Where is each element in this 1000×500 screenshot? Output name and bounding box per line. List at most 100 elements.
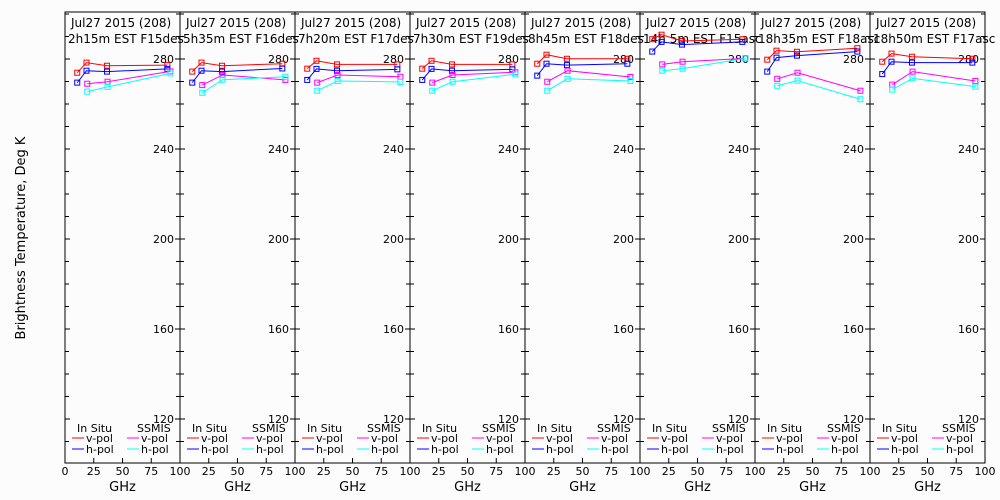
data-point-ssmis-h (794, 77, 801, 84)
data-point-ssmis-v (429, 79, 436, 86)
legend-label: h-pol (86, 443, 114, 456)
panel-title-time: 18h50m EST F17asc (873, 32, 995, 46)
legend-label: h-pol (601, 443, 629, 456)
x-tick-label: 0 (62, 465, 69, 478)
legend-group-ssmis: SSMIS (252, 422, 286, 435)
data-point-insitu-v (304, 65, 311, 72)
legend-label: h-pol (316, 443, 344, 456)
data-point-insitu-v (419, 65, 426, 72)
panel-title-date: Jul27 2015 (208) (645, 16, 746, 30)
data-point-ssmis-h (774, 82, 781, 89)
legend-label: h-pol (546, 443, 574, 456)
data-point-ssmis-h (679, 65, 686, 72)
x-tick-label: 25 (777, 465, 791, 478)
data-point-insitu-h (419, 76, 426, 83)
data-point-insitu-v (543, 51, 550, 58)
x-axis-label: GHz (799, 480, 826, 495)
series-line-ssmis-v (547, 70, 631, 83)
legend-label: v-pol (201, 432, 228, 445)
data-point-ssmis-v (564, 67, 571, 74)
data-point-ssmis-v (334, 71, 341, 78)
data-point-insitu-h (764, 68, 771, 75)
series-line-ssmis-v (87, 70, 171, 85)
x-tick-label: 75 (719, 465, 733, 478)
data-point-insitu-v (164, 62, 171, 69)
x-tick-label: 100 (745, 465, 766, 478)
data-point-ssmis-h (742, 55, 749, 62)
y-tick-label: 200 (843, 233, 864, 246)
series-line-ssmis-h (87, 72, 171, 93)
panel-title-date: Jul27 2015 (208) (760, 16, 861, 30)
series-line-ssmis-h (317, 80, 401, 92)
data-point-insitu-h (218, 68, 225, 75)
x-tick-label: 25 (202, 465, 216, 478)
data-point-insitu-h (773, 54, 780, 61)
data-point-ssmis-h (627, 78, 634, 85)
y-tick-label: 160 (728, 323, 749, 336)
data-point-ssmis-v (909, 68, 916, 75)
y-tick-label: 160 (843, 323, 864, 336)
data-point-insitu-h (428, 65, 435, 72)
data-point-ssmis-v (199, 82, 206, 89)
panel-title-date: Jul27 2015 (208) (415, 16, 516, 30)
data-point-ssmis-h (104, 83, 111, 90)
y-tick-label: 240 (498, 143, 519, 156)
data-point-ssmis-h (199, 89, 206, 96)
data-point-insitu-h (198, 67, 205, 74)
y-tick-label: 120 (613, 413, 634, 426)
x-tick-label: 75 (604, 465, 618, 478)
data-point-insitu-h (74, 79, 81, 86)
y-tick-label: 200 (268, 233, 289, 246)
data-point-ssmis-h (564, 75, 571, 82)
legend-label: h-pol (891, 443, 919, 456)
legend-group-ssmis: SSMIS (482, 422, 516, 435)
y-tick-label: 280 (958, 53, 979, 66)
legend-label: h-pol (661, 443, 689, 456)
y-tick-label: 200 (153, 233, 174, 246)
series-line-insitu-h (421, 68, 513, 81)
y-tick-label: 240 (728, 143, 749, 156)
y-tick-label: 200 (613, 233, 634, 246)
series-line-ssmis-h (546, 78, 631, 92)
data-point-ssmis-h (167, 70, 174, 77)
x-tick-label: 75 (144, 465, 158, 478)
data-point-insitu-v (649, 36, 656, 43)
y-tick-label: 200 (498, 233, 519, 246)
legend-label: v-pol (141, 432, 168, 445)
series-line-insitu-v (421, 60, 513, 70)
data-point-ssmis-v (282, 76, 289, 83)
data-point-ssmis-v (314, 79, 321, 86)
data-point-ssmis-h (334, 78, 341, 85)
series-line-insitu-h (191, 67, 283, 83)
y-tick-label: 240 (613, 143, 634, 156)
y-tick-label: 280 (153, 53, 174, 66)
y-tick-label: 280 (498, 53, 519, 66)
series-line-ssmis-v (317, 74, 401, 84)
legend-group-insitu: In Situ (422, 422, 457, 435)
series-line-ssmis-v (662, 57, 746, 65)
data-point-ssmis-h (857, 96, 864, 103)
legend-label: v-pol (661, 432, 688, 445)
panel-title-time: 2h15m EST F15des (68, 32, 184, 46)
series-line-ssmis-h (777, 80, 861, 100)
legend-group-ssmis: SSMIS (137, 422, 171, 435)
x-tick-label: 50 (346, 465, 360, 478)
data-point-ssmis-h (889, 86, 896, 93)
data-point-ssmis-v (794, 69, 801, 76)
data-point-insitu-v (678, 38, 685, 44)
data-point-insitu-h (333, 67, 340, 74)
x-tick-label: 100 (515, 465, 536, 478)
x-tick-label: 100 (285, 465, 306, 478)
x-tick-label: 75 (259, 465, 273, 478)
series-line-ssmis-v (777, 72, 861, 92)
data-point-insitu-v (764, 56, 771, 63)
y-tick-label: 240 (843, 143, 864, 156)
y-tick-label: 200 (958, 233, 979, 246)
data-point-insitu-h (624, 60, 631, 67)
x-tick-label: 25 (892, 465, 906, 478)
series-line-ssmis-h (432, 73, 516, 92)
data-point-ssmis-h (544, 87, 551, 94)
data-point-ssmis-v (449, 71, 456, 78)
panel-7: 120 160 200 240 280 25 50 75 100 GHz Jul27 2015 (2… (754, 11, 881, 495)
